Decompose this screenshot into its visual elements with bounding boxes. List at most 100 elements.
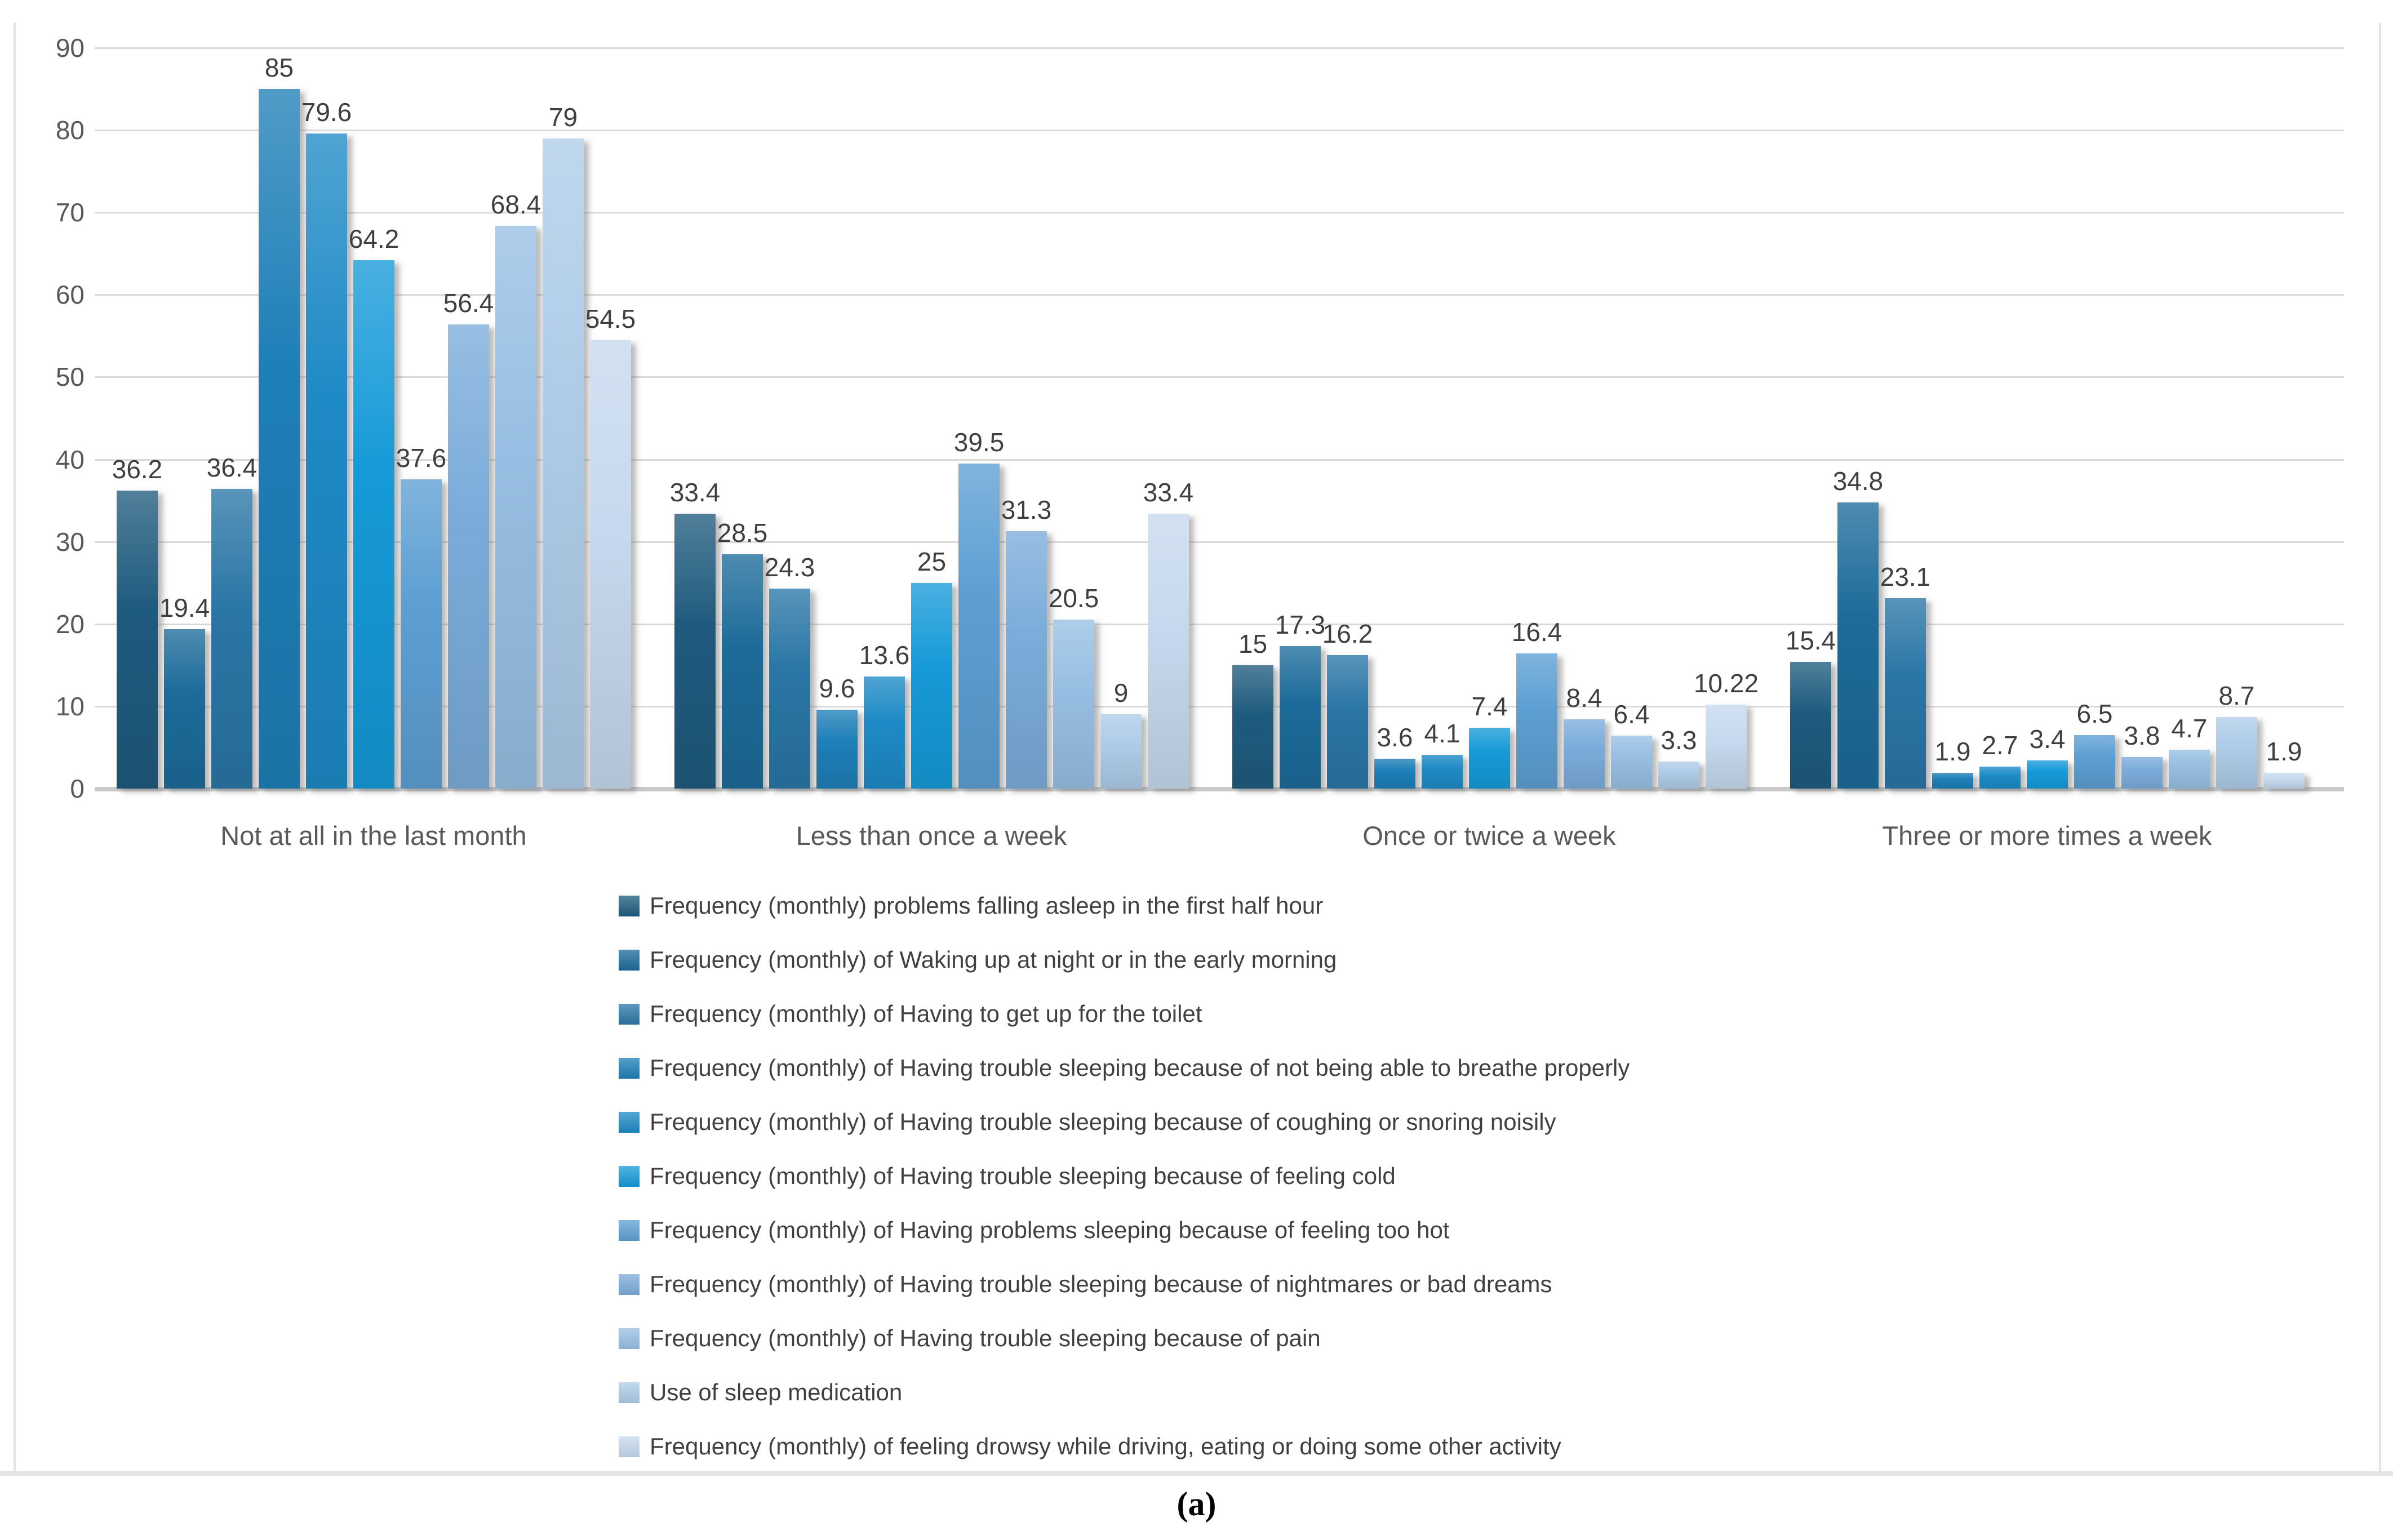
bar-value-label: 33.4 bbox=[669, 478, 721, 507]
bar-value-label: 16.2 bbox=[1322, 619, 1373, 648]
bar-gradient-overlay bbox=[1790, 662, 1831, 789]
bar-gradient-overlay bbox=[1611, 736, 1652, 789]
bar-gradient-overlay bbox=[259, 89, 300, 789]
bar-value-label: 85 bbox=[264, 53, 294, 82]
bar bbox=[590, 340, 631, 789]
bar-gradient-overlay bbox=[1422, 755, 1463, 789]
bar-value-label: 28.5 bbox=[717, 518, 768, 548]
figure-border-left bbox=[14, 23, 16, 1475]
legend-item: Frequency (monthly) of Having trouble sl… bbox=[619, 1149, 1630, 1203]
bar-gradient-overlay bbox=[1932, 773, 1973, 789]
category-label: Once or twice a week bbox=[1362, 821, 1616, 851]
bar-value-label: 37.6 bbox=[396, 443, 447, 473]
legend-item: Use of sleep medication bbox=[619, 1365, 1630, 1419]
bar-value-label: 15.4 bbox=[1785, 626, 1836, 655]
legend-swatch-icon bbox=[619, 1219, 640, 1241]
figure-border-right bbox=[2379, 23, 2381, 1475]
bar-gradient-overlay bbox=[1885, 598, 1926, 789]
gridline bbox=[95, 705, 2344, 707]
y-axis-tick-label: 60 bbox=[55, 280, 85, 310]
bar-gradient-overlay bbox=[958, 464, 1000, 789]
legend-swatch-icon bbox=[619, 1274, 640, 1295]
bar-gradient-overlay bbox=[1232, 665, 1273, 789]
bar bbox=[864, 676, 905, 789]
bar bbox=[2169, 750, 2210, 789]
bar-gradient-overlay bbox=[1658, 762, 1699, 789]
bar bbox=[353, 260, 394, 789]
legend-label: Frequency (monthly) of Having to get up … bbox=[650, 1000, 1202, 1027]
y-axis-tick-label: 90 bbox=[55, 33, 85, 63]
gridline bbox=[95, 541, 2344, 543]
bar-gradient-overlay bbox=[211, 489, 252, 789]
category-label: Three or more times a week bbox=[1882, 821, 2212, 851]
bar-gradient-overlay bbox=[816, 710, 858, 789]
bar-gradient-overlay bbox=[401, 479, 442, 789]
legend-label: Frequency (monthly) of Having trouble sl… bbox=[650, 1163, 1396, 1189]
bar-gradient-overlay bbox=[164, 629, 205, 789]
bar-gradient-overlay bbox=[448, 324, 489, 789]
legend-swatch-icon bbox=[619, 1111, 640, 1133]
bar-value-label: 64.2 bbox=[348, 224, 399, 253]
bar-value-label: 3.3 bbox=[1661, 726, 1697, 755]
bar bbox=[211, 489, 252, 789]
bar bbox=[674, 514, 716, 789]
bar-gradient-overlay bbox=[2169, 750, 2210, 789]
bar-gradient-overlay bbox=[1706, 705, 1747, 789]
bar-value-label: 36.4 bbox=[206, 453, 257, 482]
gridline bbox=[95, 294, 2344, 296]
category-label: Not at all in the last month bbox=[220, 821, 527, 851]
bar-value-label: 23.1 bbox=[1880, 562, 1931, 591]
bar-gradient-overlay bbox=[769, 589, 810, 789]
x-axis-line bbox=[95, 787, 2344, 791]
bar-gradient-overlay bbox=[1327, 655, 1368, 789]
bar-value-label: 54.5 bbox=[585, 304, 636, 333]
bar-value-label: 8.7 bbox=[2218, 681, 2255, 710]
gridline bbox=[95, 47, 2344, 49]
bar bbox=[2216, 717, 2257, 789]
bar-gradient-overlay bbox=[1006, 531, 1047, 789]
bar bbox=[259, 89, 300, 789]
bar-value-label: 79.6 bbox=[301, 97, 352, 127]
bar-value-label: 6.4 bbox=[1613, 700, 1650, 729]
legend-swatch-icon bbox=[619, 1165, 640, 1187]
legend-label: Frequency (monthly) of Having trouble sl… bbox=[650, 1054, 1630, 1081]
bar-value-label: 79 bbox=[548, 103, 578, 132]
bar-gradient-overlay bbox=[1516, 653, 1557, 789]
bar bbox=[1932, 773, 1973, 789]
bar-value-label: 15 bbox=[1238, 629, 1268, 658]
bar bbox=[1422, 755, 1463, 789]
bar-gradient-overlay bbox=[2121, 757, 2163, 789]
bar-value-label: 68.4 bbox=[490, 190, 541, 219]
bar-gradient-overlay bbox=[2027, 760, 2068, 789]
bar-value-label: 1.9 bbox=[2266, 737, 2302, 766]
y-axis-tick-label: 50 bbox=[55, 362, 85, 392]
bar-gradient-overlay bbox=[543, 139, 584, 789]
bar bbox=[2074, 735, 2115, 789]
bar-value-label: 31.3 bbox=[1001, 495, 1052, 524]
bar bbox=[1374, 759, 1415, 789]
category-label: Less than once a week bbox=[796, 821, 1067, 851]
bar-value-label: 17.3 bbox=[1275, 610, 1326, 639]
bar-value-label: 36.2 bbox=[112, 455, 163, 484]
bar bbox=[1053, 620, 1094, 789]
y-axis-tick-label: 20 bbox=[55, 609, 85, 639]
bar-value-label: 3.6 bbox=[1377, 723, 1413, 752]
bar bbox=[2027, 760, 2068, 789]
bar-value-label: 56.4 bbox=[443, 288, 494, 318]
y-axis-tick-label: 30 bbox=[55, 527, 85, 557]
bar-value-label: 19.4 bbox=[159, 593, 210, 622]
legend-swatch-icon bbox=[619, 1382, 640, 1403]
bar bbox=[1327, 655, 1368, 789]
bar-gradient-overlay bbox=[722, 554, 763, 789]
bar-gradient-overlay bbox=[2074, 735, 2115, 789]
bar-gradient-overlay bbox=[864, 676, 905, 789]
legend-label: Frequency (monthly) of Having trouble sl… bbox=[650, 1271, 1552, 1297]
legend-item: Frequency (monthly) of Having trouble sl… bbox=[619, 1257, 1630, 1311]
bar-gradient-overlay bbox=[2263, 773, 2305, 789]
bar-gradient-overlay bbox=[2216, 717, 2257, 789]
bar-value-label: 24.3 bbox=[764, 553, 815, 582]
bar-gradient-overlay bbox=[306, 133, 347, 789]
legend-item: Frequency (monthly) of Waking up at nigh… bbox=[619, 933, 1630, 987]
chart-legend: Frequency (monthly) problems falling asl… bbox=[619, 879, 1630, 1474]
